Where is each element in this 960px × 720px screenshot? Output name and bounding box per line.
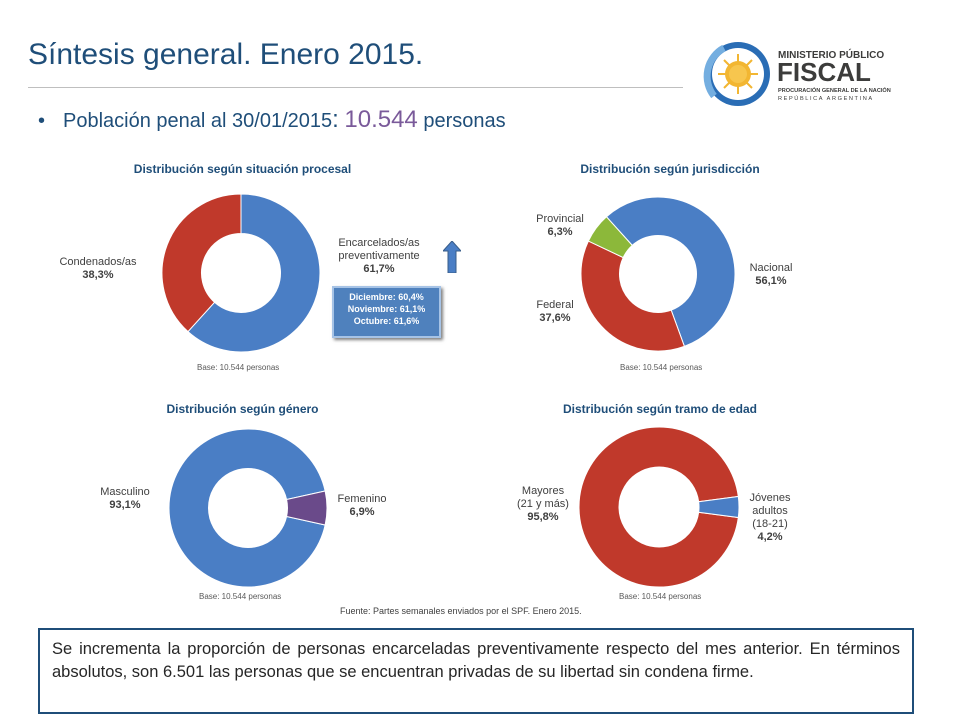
chart1-base: Base: 10.544 personas [197,363,280,372]
ministerio-publico-fiscal-logo: MINISTERIO PÚBLICO FISCAL PROCURACIÓN GE… [703,42,891,106]
chart2-title: Distribución según jurisdicción [580,162,760,176]
chart1-label-encarcelados: Encarcelados/as preventivamente 61,7% [326,237,432,276]
summary-box: Se incrementa la proporción de personas … [38,628,914,714]
chart1-value-encarcelados: 61,7% [363,263,395,275]
title-divider [28,87,683,88]
chart1-value-condenados: 38,3% [82,269,114,281]
chart2-value-federal: 37,6% [539,312,571,324]
chart3-donut [168,428,328,588]
chart1-label-encarcelados-line2: preventivamente [338,250,420,262]
chart4-label-jovenes-line1: Jóvenes [749,492,791,504]
bullet-number: 10.544 [344,106,418,133]
chart4-slice-jovenes-adultos-18-21 [698,495,740,519]
comparison-november: Noviembre: 61,1% [347,304,426,314]
chart2-donut [580,196,736,352]
logo-line4: REPÚBLICA ARGENTINA [778,95,874,102]
chart2-label-federal-name: Federal [536,299,574,311]
chart4-label-jovenes-line2: adultos [752,505,788,517]
chart3-slice-femenino [285,490,328,526]
sun-emblem-icon [703,42,770,106]
chart2-value-provincial: 6,3% [547,226,573,238]
bullet-prefix: Población penal al 30/01/2015 [63,110,333,132]
chart4-label-mayores: Mayores (21 y más) 95,8% [500,485,586,524]
chart1-donut [161,193,321,353]
bullet-suffix: personas [423,110,506,132]
bullet-marker: • [38,110,46,132]
chart1-slice-encarcelados-as-preventivamente [187,193,321,353]
chart4-donut [578,426,740,588]
population-bullet: • Población penal al 30/01/2015: 10.544 p… [38,106,506,134]
logo-line3: PROCURACIÓN GENERAL DE LA NACIÓN [778,86,891,94]
chart2-label-nacional-name: Nacional [749,262,793,274]
logo-line2: FISCAL [777,57,871,87]
chart4-title: Distribución según tramo de edad [562,402,758,416]
monthly-comparison-box: Diciembre: 60,4% Noviembre: 61,1% Octubr… [332,286,441,338]
chart3-label-masculino-name: Masculino [100,486,150,498]
chart2-slice-federal [580,240,686,352]
arrow-up-icon [443,241,461,273]
chart2-label-provincial-name: Provincial [536,213,584,225]
chart3-label-masculino: Masculino 93,1% [80,486,170,512]
chart4-value-mayores: 95,8% [527,511,559,523]
chart4-value-jovenes: 4,2% [757,531,783,543]
chart4-base: Base: 10.544 personas [619,592,702,601]
chart3-label-femenino: Femenino 6,9% [330,493,394,519]
chart1-label-condenados-name: Condenados/as [59,256,137,268]
chart2-label-nacional: Nacional 56,1% [738,262,804,288]
chart2-value-nacional: 56,1% [755,275,787,287]
source-note: Fuente: Partes semanales enviados por el… [340,606,582,616]
chart3-value-femenino: 6,9% [349,506,375,518]
chart1-slice-condenados-as [161,193,242,333]
chart3-value-masculino: 93,1% [109,499,141,511]
logo-line1: MINISTERIO PÚBLICO [778,48,884,61]
chart4-label-jovenes-line3: (18-21) [752,518,788,530]
chart1-title: Distribución según situación procesal [133,162,352,176]
chart4-label-jovenes: Jóvenes adultos (18-21) 4,2% [738,492,802,544]
slide-title: Síntesis general. Enero 2015. [28,38,424,71]
chart4-slice-mayores-21-y-mas [578,426,739,588]
chart2-label-federal: Federal 37,6% [520,299,590,325]
chart4-label-mayores-line2: (21 y más) [517,498,569,510]
chart2-base: Base: 10.544 personas [620,363,703,372]
chart3-base: Base: 10.544 personas [199,592,282,601]
chart3-slice-masculino [168,428,326,588]
bullet-colon: : [332,106,339,133]
chart1-label-encarcelados-line1: Encarcelados/as [338,237,420,249]
chart1-label-condenados: Condenados/as 38,3% [48,256,148,282]
chart2-slice-nacional [605,196,736,347]
chart3-label-femenino-name: Femenino [337,493,387,505]
comparison-december: Diciembre: 60,4% [349,292,424,302]
comparison-october: Octubre: 61,6% [353,316,420,326]
chart2-slice-provincial [587,216,633,259]
chart2-label-provincial: Provincial 6,3% [522,213,598,239]
chart4-label-mayores-line1: Mayores [521,485,565,497]
chart3-title: Distribución según género [166,402,319,416]
